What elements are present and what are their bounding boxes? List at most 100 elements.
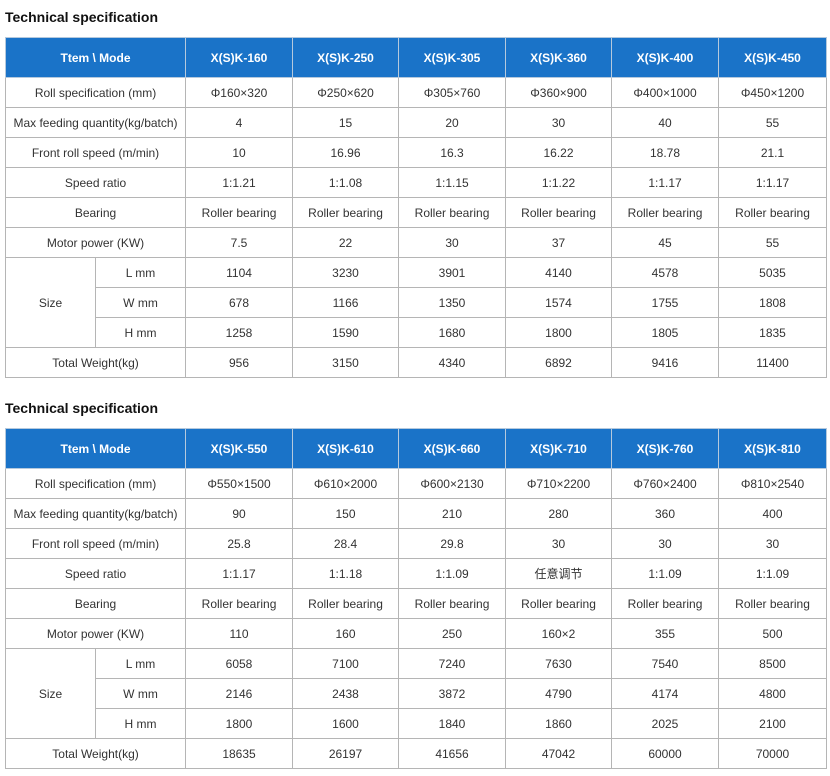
table-cell: 16.3 xyxy=(398,137,507,168)
table-cell: 26197 xyxy=(292,738,400,769)
table-cell: 160×2 xyxy=(505,618,613,649)
table-cell: 20 xyxy=(398,107,507,138)
header-cell: Ttem \ Mode xyxy=(4,37,187,78)
table-cell: 160 xyxy=(292,618,400,649)
table-cell: 1:1.22 xyxy=(505,167,613,198)
row-label: Motor power (KW) xyxy=(4,227,187,258)
header-cell: X(S)K-710 xyxy=(505,428,613,469)
table-cell: 956 xyxy=(185,347,294,378)
header-cell: X(S)K-305 xyxy=(398,37,507,78)
table-cell: 16.96 xyxy=(292,137,400,168)
table-cell: 1574 xyxy=(505,287,613,318)
table-cell: 22 xyxy=(292,227,400,258)
row-label: Max feeding quantity(kg/batch) xyxy=(4,498,187,529)
table-cell: 4790 xyxy=(505,678,613,709)
table-cell: Φ610×2000 xyxy=(292,468,400,499)
row-label: Speed ratio xyxy=(4,558,187,589)
table-cell: Roller bearing xyxy=(718,197,828,228)
table-cell: 45 xyxy=(611,227,720,258)
header-cell: X(S)K-160 xyxy=(185,37,294,78)
table-cell: 1860 xyxy=(505,708,613,739)
table-cell: Φ710×2200 xyxy=(505,468,613,499)
table-row: Motor power (KW) 7.5 22 30 37 45 55 xyxy=(4,227,828,258)
row-label: Bearing xyxy=(4,197,187,228)
table-cell: 2100 xyxy=(718,708,828,739)
table-cell: 7100 xyxy=(292,648,400,679)
header-cell: X(S)K-400 xyxy=(611,37,720,78)
table-cell: Roller bearing xyxy=(292,588,400,619)
spec-section-2: Technical specification xyxy=(5,400,158,416)
size-label: Size xyxy=(5,648,96,739)
table-cell: 1680 xyxy=(398,317,507,348)
row-label: Roll specification (mm) xyxy=(4,468,187,499)
table-cell: 9416 xyxy=(611,347,720,378)
table-cell: 1:1.09 xyxy=(611,558,720,589)
table-cell: 37 xyxy=(505,227,613,258)
table-cell: 30 xyxy=(505,528,613,559)
table-cell: 30 xyxy=(718,528,828,559)
table-cell: 5035 xyxy=(718,257,828,288)
table-cell: 1755 xyxy=(611,287,720,318)
row-label: Front roll speed (m/min) xyxy=(4,137,187,168)
table-cell: 1840 xyxy=(398,708,507,739)
row-sublabel: L mm xyxy=(94,257,187,288)
table-cell: 1:1.15 xyxy=(398,167,507,198)
table-cell: 16.22 xyxy=(505,137,613,168)
table-cell: 25.8 xyxy=(185,528,294,559)
table-cell: 47042 xyxy=(505,738,613,769)
table-cell: 3872 xyxy=(398,678,507,709)
row-label: Speed ratio xyxy=(4,167,187,198)
header-cell: X(S)K-250 xyxy=(292,37,400,78)
table-cell: 1104 xyxy=(185,257,294,288)
table-cell: 60000 xyxy=(611,738,720,769)
section-title: Technical specification xyxy=(5,9,159,25)
table-cell: Φ450×1200 xyxy=(718,77,828,108)
table-cell: 11400 xyxy=(718,347,828,378)
table-row: Speed ratio 1:1.17 1:1.18 1:1.09 任意调节 1:… xyxy=(4,558,828,589)
table-cell: 1:1.17 xyxy=(185,558,294,589)
table-cell: 400 xyxy=(718,498,828,529)
table-cell: 1:1.18 xyxy=(292,558,400,589)
row-label: Total Weight(kg) xyxy=(4,738,187,769)
table-cell: 7540 xyxy=(611,648,720,679)
table-cell: 1835 xyxy=(718,317,828,348)
header-cell: X(S)K-760 xyxy=(611,428,720,469)
table-cell: 70000 xyxy=(718,738,828,769)
table-cell: 任意调节 xyxy=(505,558,613,589)
row-label: Total Weight(kg) xyxy=(4,347,187,378)
table-cell: 360 xyxy=(611,498,720,529)
table-cell: 18.78 xyxy=(611,137,720,168)
table-cell: Roller bearing xyxy=(185,197,294,228)
table-row: H mm 1800 1600 1840 1860 2025 2100 xyxy=(6,708,828,739)
table-cell: 678 xyxy=(185,287,294,318)
table-cell: Roller bearing xyxy=(718,588,828,619)
table-cell: 6892 xyxy=(505,347,613,378)
table-cell: Roller bearing xyxy=(185,588,294,619)
table-cell: Roller bearing xyxy=(505,197,613,228)
row-sublabel: L mm xyxy=(94,648,187,679)
table-row: Size L mm 6058 7100 7240 7630 7540 8500 xyxy=(5,648,828,739)
table-cell: 1800 xyxy=(505,317,613,348)
table-cell: 210 xyxy=(398,498,507,529)
table-cell: 150 xyxy=(292,498,400,529)
table-cell: Φ600×2130 xyxy=(398,468,507,499)
table-cell: 28.4 xyxy=(292,528,400,559)
row-sublabel: W mm xyxy=(94,287,187,318)
table-row: Speed ratio 1:1.21 1:1.08 1:1.15 1:1.22 … xyxy=(4,167,828,198)
size-label: Size xyxy=(5,257,96,348)
table-row: Roll specification (mm) Φ160×320 Φ250×62… xyxy=(4,77,828,108)
header-cell: Ttem \ Mode xyxy=(4,428,187,469)
table-row: W mm 678 1166 1350 1574 1755 1808 xyxy=(6,287,828,318)
table-cell: Φ400×1000 xyxy=(611,77,720,108)
header-cell: X(S)K-810 xyxy=(718,428,828,469)
table-cell: 90 xyxy=(185,498,294,529)
table-cell: 1600 xyxy=(292,708,400,739)
row-label: Motor power (KW) xyxy=(4,618,187,649)
table-cell: Φ550×1500 xyxy=(185,468,294,499)
table-cell: 18635 xyxy=(185,738,294,769)
row-label: Bearing xyxy=(4,588,187,619)
table-cell: 4578 xyxy=(611,257,720,288)
table-cell: 1808 xyxy=(718,287,828,318)
table-cell: Roller bearing xyxy=(505,588,613,619)
row-label: Front roll speed (m/min) xyxy=(4,528,187,559)
